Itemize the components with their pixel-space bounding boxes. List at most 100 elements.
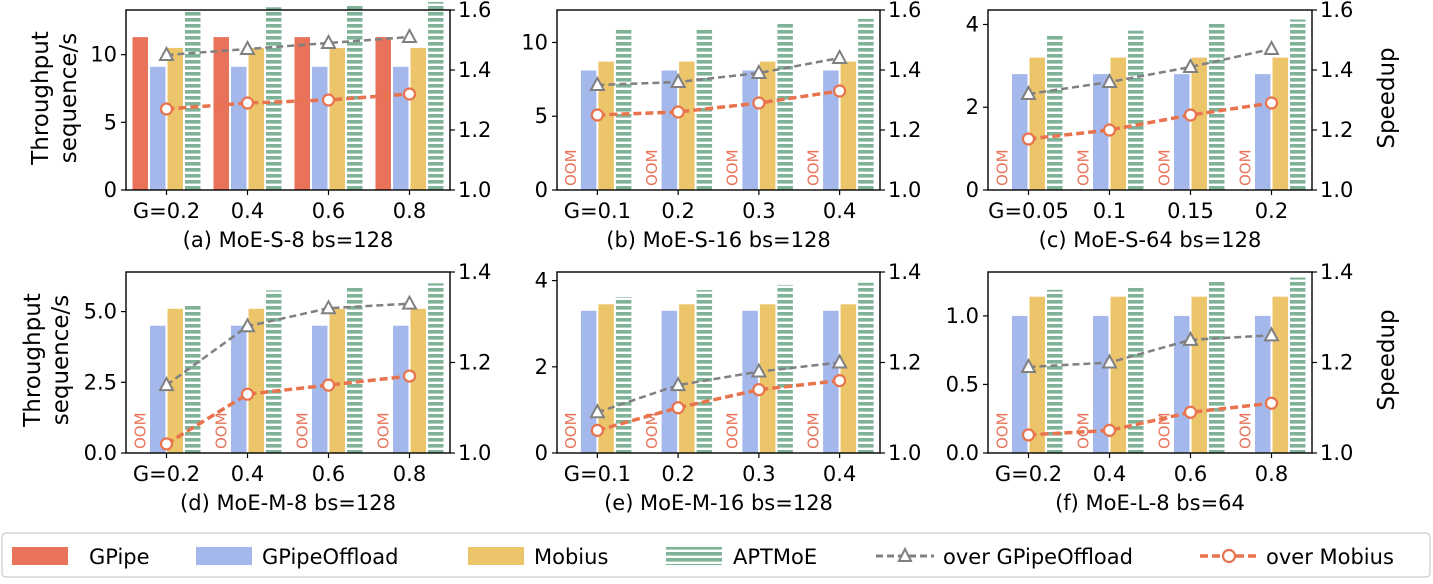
speedup-point-over-mobius: [752, 96, 766, 110]
bar-mobius: [759, 304, 776, 453]
oom-label: OOM: [1155, 412, 1173, 449]
bar-gpipeoffload: [823, 70, 839, 190]
y2-tick-label: 1.4: [1320, 260, 1353, 284]
bar-mobius: [1029, 57, 1045, 190]
y-tick-label: 0.0: [946, 441, 979, 465]
legend-label-aptmoe: APTMoE: [733, 545, 817, 569]
y-tick-label: 0: [966, 178, 979, 202]
plot-frame: [987, 9, 1313, 191]
speedup-point-over-gpipeoffload: [589, 75, 606, 91]
y2-tick-label: 1.4: [888, 58, 921, 82]
y2-tick-label: 1.6: [1320, 0, 1353, 22]
panel-title: (b) MoE-S-16 bs=128: [606, 228, 830, 252]
legend-label-gpipe: GPipe: [89, 545, 150, 569]
speedup-line-over-gpipeoffload: [597, 56, 840, 87]
oom-label: OOM: [562, 149, 580, 186]
bar-gpipeoffload: [742, 310, 758, 453]
y2-tick-label: 1.6: [458, 0, 491, 22]
row1-left-label: Throughput sequence/s: [28, 31, 82, 166]
speedup-point-over-gpipeoffload: [669, 72, 687, 88]
legend-swatch-mobius: [468, 547, 524, 565]
x-tick-label: 0.2: [661, 199, 694, 223]
panel-title: (f) MoE-L-8 bs=64: [1055, 491, 1245, 515]
y2-tick-label: 1.2: [458, 351, 491, 375]
bar-gpipeoffload: [823, 310, 839, 453]
bar-aptmoe: [777, 23, 793, 190]
bar-aptmoe: [1290, 19, 1306, 190]
y-tick-label: 4: [966, 12, 979, 36]
bar-gpipeoffload: [661, 70, 678, 190]
bar-mobius: [248, 47, 264, 191]
legend-swatch-gpipe: [12, 547, 68, 565]
y2-tick-label: 1.6: [888, 0, 921, 22]
oom-label: OOM: [293, 412, 311, 449]
bar-mobius: [1272, 296, 1288, 453]
speedup-point-over-gpipeoffload: [831, 48, 848, 64]
speedup-line-over-gpipeoffload: [166, 35, 410, 57]
oom-label: OOM: [1074, 149, 1092, 186]
speedup-point-over-mobius: [590, 423, 604, 437]
bar-gpipeoffload: [393, 66, 409, 190]
x-tick-label: 0.8: [393, 199, 426, 223]
speedup-point-over-mobius: [752, 383, 766, 397]
oom-label: OOM: [993, 149, 1011, 186]
speedup-point-over-gpipeoffload: [239, 317, 256, 333]
legend-label-mobius: Mobius: [534, 545, 608, 569]
oom-label: OOM: [374, 412, 392, 449]
y2-tick-label: 1.4: [458, 260, 491, 284]
speedup-point-over-gpipeoffload: [320, 33, 337, 49]
oom-label: OOM: [562, 412, 580, 449]
y2-tick-label: 1.0: [888, 178, 921, 202]
legend-swatch-aptmoe: [666, 547, 722, 565]
x-tick-label: G=0.1: [564, 199, 631, 223]
bar-gpipeoffload: [1174, 315, 1190, 453]
speedup-point-over-gpipeoffload: [158, 376, 175, 392]
y-axis-label-line1: Throughput: [28, 31, 54, 166]
oom-label: OOM: [804, 149, 822, 186]
x-tick-label: 0.4: [823, 462, 856, 486]
bar-mobius: [679, 304, 695, 453]
oom-label: OOM: [993, 412, 1011, 449]
oom-label: OOM: [131, 412, 149, 449]
legend-label-over-mobius: over Mobius: [1266, 545, 1394, 569]
right-axis-label-row1: Speedup: [1374, 47, 1400, 148]
bar-gpipeoffload: [1255, 315, 1271, 453]
x-tick-label: 0.4: [1093, 462, 1126, 486]
y2-tick-label: 1.0: [458, 441, 491, 465]
bar-aptmoe: [1290, 277, 1306, 453]
x-tick-label: G=0.05: [988, 199, 1069, 223]
y2-tick-label: 1.2: [1320, 118, 1353, 142]
speedup-point-over-mobius: [833, 374, 847, 388]
speedup-line-over-gpipeoffload: [597, 361, 840, 414]
x-tick-label: 0.3: [742, 462, 775, 486]
speedup-point-over-mobius: [1021, 132, 1036, 146]
bar-mobius: [167, 308, 183, 453]
speedup-point-over-mobius: [1264, 396, 1279, 410]
bar-gpipeoffload: [312, 66, 328, 190]
speedup-line-over-mobius: [597, 89, 840, 117]
x-tick-label: 0.2: [661, 462, 694, 486]
x-tick-label: 0.4: [823, 199, 856, 223]
panel-title: (e) MoE-M-16 bs=128: [604, 491, 833, 515]
y-tick-label: 5: [104, 110, 117, 134]
bar-aptmoe: [696, 27, 713, 191]
bar-aptmoe: [615, 27, 632, 191]
speedup-line-over-gpipeoffload: [1028, 334, 1272, 369]
bar-aptmoe: [347, 287, 363, 453]
plot-frame: [556, 9, 881, 191]
bar-aptmoe: [428, 1, 444, 191]
panel-title: (a) MoE-S-8 bs=128: [183, 228, 394, 252]
y-tick-label: 2: [966, 95, 979, 119]
chart-panel-3: OOMG=0.05OOM0.1OOM0.15OOM0.20241.01.21.4…: [966, 0, 1354, 252]
bar-mobius: [167, 47, 183, 191]
x-tick-label: 0.8: [393, 462, 426, 486]
speedup-point-over-gpipeoffload: [1182, 330, 1199, 346]
y-tick-label: 5: [535, 104, 548, 128]
speedup-point-over-gpipeoffload: [239, 39, 256, 55]
bar-aptmoe: [1128, 285, 1144, 453]
x-tick-label: 0.1: [1093, 199, 1126, 223]
legend-label-gpipeoffload: GPipeOffload: [262, 545, 398, 569]
chart-panel-5: OOMG=0.1OOM0.2OOM0.3OOM0.40241.01.21.4(e…: [535, 260, 922, 515]
speedup-point-over-gpipeoffload: [750, 362, 768, 378]
speedup-point-over-gpipeoffload: [831, 353, 848, 369]
